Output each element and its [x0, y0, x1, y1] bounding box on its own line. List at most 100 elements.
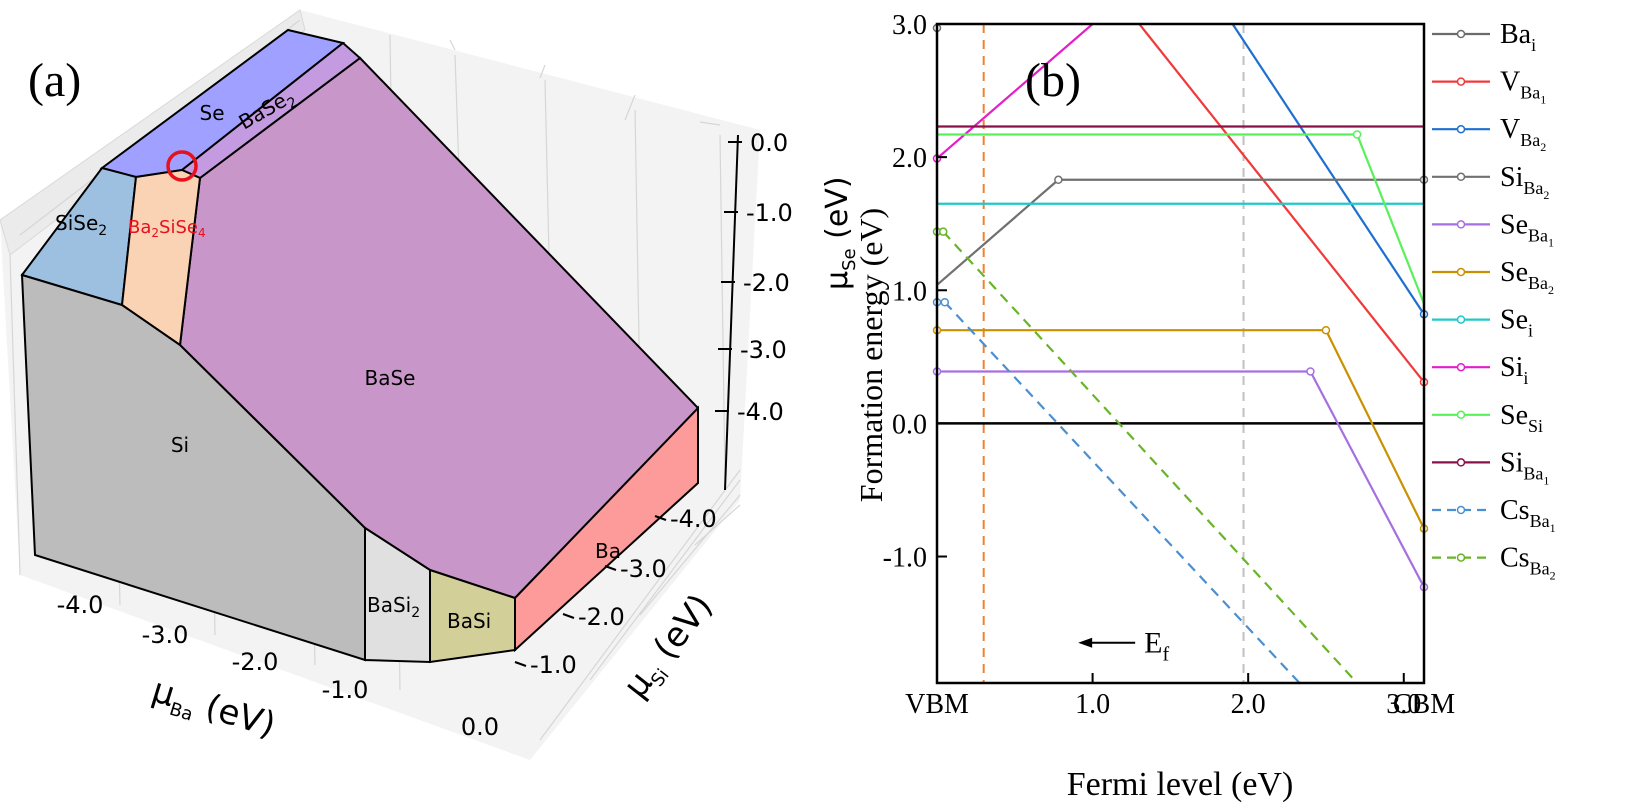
legend-name: Si: [1500, 352, 1524, 383]
series-point-Cs-Ba2: [938, 227, 948, 236]
x-axis-title: μBa (eV): [146, 670, 280, 749]
x-tick-label: -1.0: [322, 676, 369, 704]
legend-sub: i: [1528, 321, 1533, 341]
y-tick-label: 3.0: [892, 10, 927, 41]
legend-marker: [1456, 77, 1466, 86]
legend-sub2: 1: [1540, 93, 1546, 107]
legend-marker: [1456, 505, 1466, 515]
legend-sub2: 1: [1548, 235, 1554, 249]
series-line-Cs-Ba1: [943, 301, 1301, 683]
y-tick-label: 0.0: [892, 409, 927, 440]
legend-name: Cs: [1500, 543, 1530, 574]
legend-marker: [1456, 553, 1466, 562]
legend-name: Cs: [1500, 495, 1530, 526]
label-BaSe: BaSe: [365, 366, 416, 390]
y-tick-mark: [514, 661, 527, 667]
x-tick-label: CBM: [1393, 689, 1455, 720]
legend-sub2: 2: [1550, 569, 1556, 583]
y-tick-mark: [654, 515, 667, 521]
ef-subscript: f: [1162, 644, 1169, 666]
legend-name: Se: [1500, 257, 1528, 288]
legend-marker: [1456, 267, 1466, 277]
series-point-Cs-Ba1: [940, 297, 950, 307]
legend-label: Bai: [1500, 19, 1536, 55]
z-axis-title: μSe (eV): [820, 176, 860, 290]
legend-sub: Ba: [1523, 463, 1543, 483]
legend-sub: i: [1531, 35, 1536, 55]
legend: BaiVBa1VBa2SiBa2SeBa1SeBa2SeiSiiSeSiSiBa…: [1432, 19, 1556, 583]
x-tick-label: 2.0: [1231, 689, 1266, 720]
label-Si: Si: [171, 433, 189, 457]
highlight-marker: [166, 150, 198, 182]
ef-letter: E: [1144, 627, 1162, 660]
series-point-Se-Ba1: [1306, 367, 1315, 376]
x-tick-label: 0.0: [461, 713, 499, 741]
series-line-V-Ba2: [1231, 24, 1424, 315]
legend-sub: Ba: [1520, 130, 1540, 150]
legend-label: CsBa2: [1500, 543, 1556, 583]
label-BaSi2: BaSi2: [367, 593, 420, 621]
legend-name: Si: [1500, 162, 1524, 193]
legend-marker: [1456, 29, 1466, 39]
legend-sub: Ba: [1523, 178, 1543, 198]
legend-sub: Ba: [1520, 83, 1540, 103]
legend-marker: [1456, 362, 1466, 372]
y-tick-label: 1.0: [892, 276, 927, 307]
y-tick-label: -1.0: [883, 543, 927, 574]
label-SiSe2: SiSe2: [55, 211, 107, 239]
region-Ba2SiSe4: [120, 168, 202, 347]
label-Se: Se: [200, 101, 225, 125]
legend-marker: [1456, 410, 1466, 420]
z-tick-label: -3.0: [740, 336, 787, 364]
y-tick-label: 2.0: [892, 143, 927, 174]
legend-marker: [1456, 315, 1466, 324]
y-tick-label: -3.0: [620, 555, 667, 583]
legend-label: SiBa1: [1500, 447, 1549, 487]
legend-label: SeSi: [1500, 400, 1543, 436]
legend-sub2: 1: [1550, 521, 1556, 535]
legend-sub2: 2: [1548, 283, 1554, 297]
legend-sub: Ba: [1528, 273, 1548, 293]
panel-b-label: (b): [1025, 54, 1081, 107]
legend-label: VBa1: [1500, 67, 1546, 107]
x-tick-label: -3.0: [142, 621, 189, 649]
z-tick-label: 0.0: [750, 129, 788, 157]
series-point-Se-Si: [1352, 130, 1362, 139]
z-tick-label: -2.0: [743, 269, 790, 297]
y-tick-mark: [604, 565, 617, 571]
legend-label: Sii: [1500, 352, 1528, 388]
legend-label: SiBa2: [1500, 162, 1549, 202]
legend-label: CsBa1: [1500, 495, 1556, 535]
legend-sub2: 2: [1540, 140, 1546, 154]
z-axis: 0.0 -1.0 -2.0 -3.0 -4.0 μSe (eV): [715, 129, 860, 491]
legend-marker: [1456, 124, 1466, 134]
ef-arrow: [1078, 637, 1136, 648]
legend-marker: [1456, 220, 1466, 229]
plot-frame: [935, 22, 1426, 685]
x-tick-label: 1.0: [1075, 689, 1110, 720]
legend-label: SeBa1: [1500, 209, 1554, 249]
legend-sub: Ba: [1530, 511, 1550, 531]
y-tick-label: -2.0: [578, 603, 625, 631]
legend-name: Se: [1500, 305, 1528, 336]
legend-sub: Ba: [1530, 559, 1550, 579]
z-tick-label: -1.0: [746, 199, 793, 227]
y-tick-mark: [562, 613, 575, 619]
x-tick-label: VBM: [905, 689, 969, 720]
series-point-Si-Ba2: [1054, 175, 1063, 185]
legend-name: V: [1500, 67, 1520, 98]
legend-sub: Si: [1528, 416, 1543, 436]
series-line-Cs-Ba2: [942, 230, 1358, 683]
panel-a-label: (a): [28, 54, 81, 107]
label-BaSi: BaSi: [447, 609, 491, 633]
x-tick-label: 3.0: [1386, 689, 1421, 720]
legend-sub: Ba: [1528, 225, 1548, 245]
z-tick-label: -4.0: [737, 398, 784, 426]
legend-name: Si: [1500, 447, 1524, 478]
y-axis-label: Formation energy (eV): [853, 208, 889, 502]
y-tick-label: -1.0: [530, 651, 577, 679]
legend-marker: [1456, 458, 1466, 467]
legend-name: V: [1500, 114, 1520, 145]
